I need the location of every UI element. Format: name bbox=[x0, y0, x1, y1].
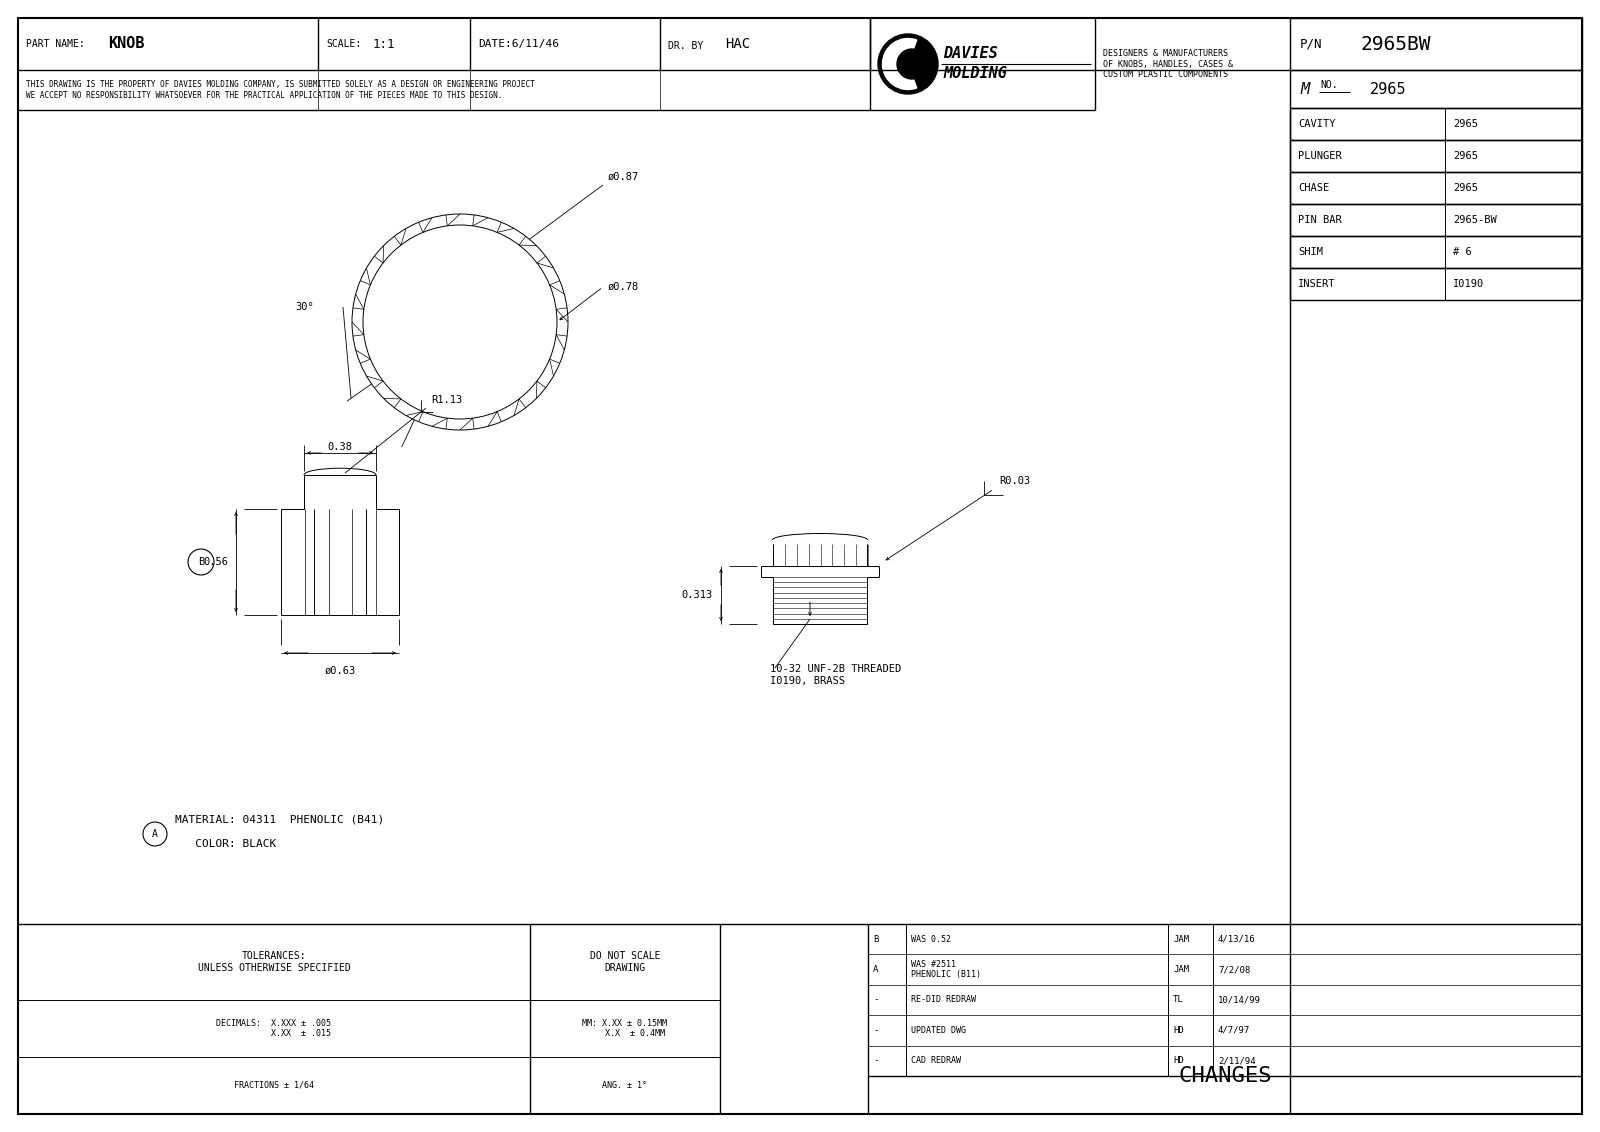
Text: ø0.87: ø0.87 bbox=[608, 172, 640, 182]
Text: 0.38: 0.38 bbox=[328, 441, 352, 452]
Text: DECIMALS:  X.XXX ± .005
           X.XX  ± .015: DECIMALS: X.XXX ± .005 X.XX ± .015 bbox=[216, 1019, 331, 1038]
Text: ø0.78: ø0.78 bbox=[608, 282, 640, 292]
Text: CAD REDRAW: CAD REDRAW bbox=[910, 1056, 962, 1065]
Text: MATERIAL: 04311  PHENOLIC (B41): MATERIAL: 04311 PHENOLIC (B41) bbox=[174, 815, 384, 825]
Text: HD: HD bbox=[1173, 1056, 1184, 1065]
Text: INSERT: INSERT bbox=[1298, 278, 1336, 289]
Text: 10/14/99: 10/14/99 bbox=[1218, 995, 1261, 1004]
Bar bbox=[1290, 235, 1582, 268]
Text: CAVITY: CAVITY bbox=[1298, 119, 1336, 129]
Text: 2/11/94: 2/11/94 bbox=[1218, 1056, 1256, 1065]
Text: MM: X.XX ± 0.15MM
    X.X  ± 0.4MM: MM: X.XX ± 0.15MM X.X ± 0.4MM bbox=[582, 1019, 667, 1038]
Text: 0.313: 0.313 bbox=[682, 590, 714, 600]
Bar bbox=[1290, 140, 1582, 172]
Text: B: B bbox=[874, 935, 878, 944]
Text: ANG. ± 1°: ANG. ± 1° bbox=[603, 1081, 648, 1090]
Text: 10-32 UNF-2B THREADED
I0190, BRASS: 10-32 UNF-2B THREADED I0190, BRASS bbox=[770, 664, 901, 686]
Text: CHASE: CHASE bbox=[1298, 183, 1330, 192]
Text: FRACTIONS ± 1/64: FRACTIONS ± 1/64 bbox=[234, 1081, 314, 1090]
Bar bbox=[1290, 18, 1582, 70]
Text: M: M bbox=[1299, 82, 1309, 96]
Text: DO NOT SCALE
DRAWING: DO NOT SCALE DRAWING bbox=[590, 951, 661, 972]
Text: DAVIES: DAVIES bbox=[942, 46, 998, 61]
Text: PLUNGER: PLUNGER bbox=[1298, 151, 1342, 161]
Text: PART NAME:: PART NAME: bbox=[26, 38, 85, 49]
Text: HAC: HAC bbox=[725, 37, 750, 51]
Text: A: A bbox=[152, 829, 158, 839]
Text: 0.56: 0.56 bbox=[203, 557, 229, 567]
Text: RE-DID REDRAW: RE-DID REDRAW bbox=[910, 995, 976, 1004]
Text: DESIGNERS & MANUFACTURERS
OF KNOBS, HANDLES, CASES &
CUSTOM PLASTIC COMPONENTS: DESIGNERS & MANUFACTURERS OF KNOBS, HAND… bbox=[1102, 49, 1234, 79]
Text: TOLERANCES:
UNLESS OTHERWISE SPECIFIED: TOLERANCES: UNLESS OTHERWISE SPECIFIED bbox=[198, 951, 350, 972]
Text: MOLDING: MOLDING bbox=[942, 67, 1006, 82]
Text: 2965: 2965 bbox=[1453, 119, 1478, 129]
Text: NO.: NO. bbox=[1320, 80, 1338, 91]
Text: PIN BAR: PIN BAR bbox=[1298, 215, 1342, 225]
Bar bbox=[1290, 204, 1582, 235]
Text: JAM: JAM bbox=[1173, 935, 1189, 944]
Text: 4/7/97: 4/7/97 bbox=[1218, 1026, 1250, 1035]
Bar bbox=[1290, 70, 1582, 108]
Text: JAM: JAM bbox=[1173, 966, 1189, 975]
Text: -: - bbox=[874, 995, 878, 1004]
Text: R1.13: R1.13 bbox=[430, 395, 462, 405]
Text: 7/2/08: 7/2/08 bbox=[1218, 966, 1250, 975]
Text: ø0.63: ø0.63 bbox=[325, 666, 355, 676]
Bar bbox=[1290, 172, 1582, 204]
Text: 2965: 2965 bbox=[1453, 151, 1478, 161]
Text: # 6: # 6 bbox=[1453, 247, 1472, 257]
Text: 2965-BW: 2965-BW bbox=[1453, 215, 1496, 225]
Text: CHANGES: CHANGES bbox=[1178, 1066, 1272, 1086]
Text: -: - bbox=[874, 1056, 878, 1065]
Text: WAS #2511
PHENOLIC (B11): WAS #2511 PHENOLIC (B11) bbox=[910, 960, 981, 979]
Text: 1:1: 1:1 bbox=[373, 37, 395, 51]
Text: 2965: 2965 bbox=[1370, 82, 1406, 96]
Text: SHIM: SHIM bbox=[1298, 247, 1323, 257]
Text: KNOB: KNOB bbox=[109, 36, 144, 51]
Text: 4/13/16: 4/13/16 bbox=[1218, 935, 1256, 944]
Text: THIS DRAWING IS THE PROPERTY OF DAVIES MOLDING COMPANY, IS SUBMITTED SOLELY AS A: THIS DRAWING IS THE PROPERTY OF DAVIES M… bbox=[26, 80, 534, 100]
Circle shape bbox=[878, 34, 938, 94]
Bar bbox=[1290, 268, 1582, 300]
Wedge shape bbox=[883, 38, 917, 89]
Text: TL: TL bbox=[1173, 995, 1184, 1004]
Text: WAS 0.52: WAS 0.52 bbox=[910, 935, 950, 944]
Text: R0.03: R0.03 bbox=[998, 475, 1030, 486]
Text: SCALE:: SCALE: bbox=[326, 38, 362, 49]
Wedge shape bbox=[898, 49, 917, 79]
Text: I0190: I0190 bbox=[1453, 278, 1485, 289]
Text: 2965: 2965 bbox=[1453, 183, 1478, 192]
Text: P/N: P/N bbox=[1299, 37, 1323, 51]
Text: 2965BW: 2965BW bbox=[1360, 34, 1430, 53]
Text: A: A bbox=[874, 966, 878, 975]
Text: DATE:6/11/46: DATE:6/11/46 bbox=[478, 38, 558, 49]
Text: COLOR: BLACK: COLOR: BLACK bbox=[174, 839, 277, 849]
Text: DR. BY: DR. BY bbox=[669, 41, 704, 51]
Text: UPDATED DWG: UPDATED DWG bbox=[910, 1026, 966, 1035]
Text: B: B bbox=[198, 557, 205, 567]
Text: HD: HD bbox=[1173, 1026, 1184, 1035]
Bar bbox=[1290, 108, 1582, 140]
Text: -: - bbox=[874, 1026, 878, 1035]
Text: 30°: 30° bbox=[294, 302, 314, 312]
